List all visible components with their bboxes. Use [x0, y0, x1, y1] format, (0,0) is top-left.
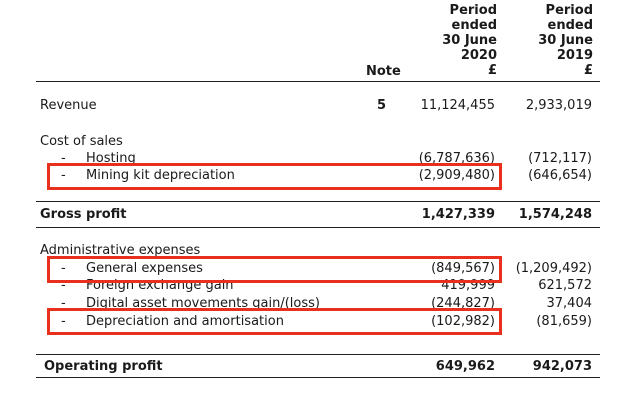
- header-2020-line1: Period: [449, 3, 497, 18]
- general-label: General expenses: [86, 261, 203, 276]
- operating-profit-label: Operating profit: [44, 359, 163, 374]
- operating-profit-2019: 942,073: [532, 359, 592, 374]
- depreciation-2020: (102,982): [431, 314, 495, 329]
- revenue-2019: 2,933,019: [525, 98, 592, 113]
- header-2020-line3: 30 June: [442, 33, 497, 48]
- mining-2019: (646,654): [528, 168, 592, 183]
- header-2019-line3: 30 June: [538, 33, 593, 48]
- header-rule: [36, 81, 600, 82]
- header-2020-line2: ended: [451, 18, 498, 33]
- mining-label: Mining kit depreciation: [86, 168, 235, 183]
- header-2020-line4: 2020: [460, 48, 497, 63]
- fx-2019: 621,572: [538, 278, 592, 293]
- admin-expenses-heading: Administrative expenses: [40, 243, 201, 258]
- header-2019-line2: ended: [547, 18, 594, 33]
- general-dash: -: [61, 261, 66, 276]
- mining-dash: -: [61, 168, 66, 183]
- revenue-note: 5: [377, 98, 387, 113]
- depreciation-2019: (81,659): [536, 314, 592, 329]
- digital-2019: 37,404: [546, 296, 593, 311]
- hosting-2020: (6,787,636): [418, 151, 495, 166]
- gross-profit-label: Gross profit: [40, 207, 127, 222]
- header-note: Note: [366, 64, 401, 79]
- revenue-2020: 11,124,455: [420, 98, 495, 113]
- hosting-2019: (712,117): [528, 151, 592, 166]
- header-period-2019: Period ended 30 June 2019 £: [538, 3, 593, 78]
- general-2019: (1,209,492): [515, 261, 592, 276]
- digital-2020: (244,827): [431, 296, 495, 311]
- fx-2020: 419,999: [441, 278, 495, 293]
- revenue-label: Revenue: [40, 98, 97, 113]
- mining-2020: (2,909,480): [418, 168, 495, 183]
- header-period-2020: Period ended 30 June 2020 £: [442, 3, 497, 78]
- header-2019-line4: 2019: [556, 48, 593, 63]
- fx-dash: -: [61, 278, 66, 293]
- digital-label: Digital asset movements gain/(loss): [86, 296, 320, 311]
- fx-label: Foreign exchange gain: [86, 278, 234, 293]
- cost-of-sales-heading: Cost of sales: [40, 134, 123, 149]
- gross-profit-2020: 1,427,339: [421, 207, 495, 222]
- operating-profit-top-rule: [36, 354, 600, 355]
- operating-profit-bottom-rule: [36, 377, 600, 378]
- header-2019-line1: Period: [545, 3, 593, 18]
- depreciation-label: Depreciation and amortisation: [86, 314, 284, 329]
- digital-dash: -: [61, 296, 66, 311]
- depreciation-dash: -: [61, 314, 66, 329]
- hosting-label: Hosting: [86, 151, 136, 166]
- operating-profit-2020: 649,962: [435, 359, 495, 374]
- header-2020-currency: £: [487, 63, 497, 78]
- header-2019-currency: £: [583, 63, 593, 78]
- gross-profit-top-rule: [36, 201, 600, 202]
- general-2020: (849,567): [431, 261, 495, 276]
- gross-profit-bottom-rule: [36, 227, 600, 228]
- hosting-dash: -: [61, 151, 66, 166]
- gross-profit-2019: 1,574,248: [518, 207, 592, 222]
